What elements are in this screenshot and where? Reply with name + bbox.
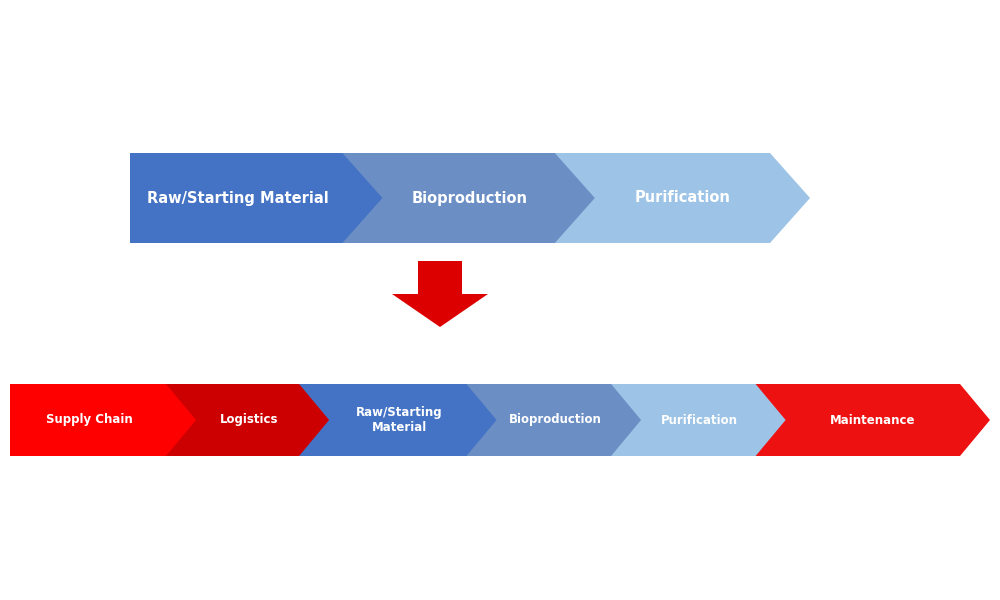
Polygon shape — [467, 384, 644, 456]
Polygon shape — [611, 384, 788, 456]
Text: Purification: Purification — [634, 191, 730, 205]
Text: Purification: Purification — [661, 413, 738, 427]
Polygon shape — [418, 261, 462, 294]
Text: Logistics: Logistics — [220, 413, 278, 427]
Text: Bioproduction: Bioproduction — [509, 413, 602, 427]
Polygon shape — [166, 384, 332, 456]
Polygon shape — [392, 294, 488, 327]
Polygon shape — [555, 153, 810, 243]
Text: Raw/Starting Material: Raw/Starting Material — [147, 191, 328, 205]
Polygon shape — [299, 384, 499, 456]
Polygon shape — [756, 384, 990, 456]
Text: Maintenance: Maintenance — [830, 413, 916, 427]
Polygon shape — [10, 384, 199, 456]
Text: Bioproduction: Bioproduction — [412, 191, 528, 205]
Text: Supply Chain: Supply Chain — [46, 413, 133, 427]
Text: Raw/Starting
Material: Raw/Starting Material — [356, 406, 442, 434]
Polygon shape — [342, 153, 598, 243]
Polygon shape — [130, 153, 385, 243]
